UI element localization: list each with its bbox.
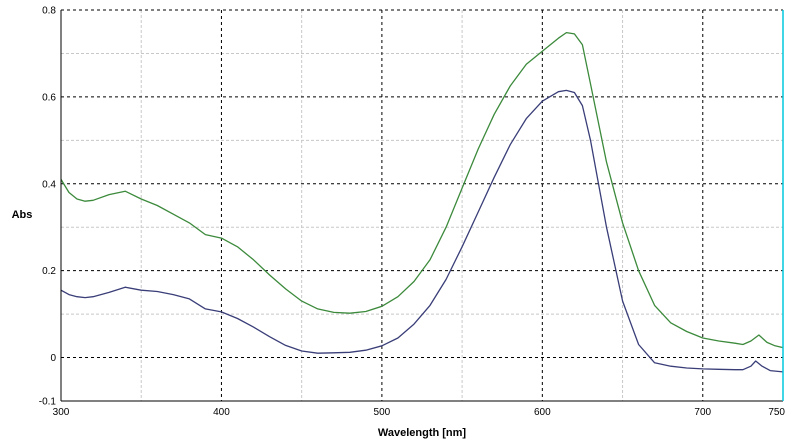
major-grid — [61, 10, 783, 401]
x-tick-label: 400 — [213, 407, 230, 418]
y-tick-label: 0.8 — [42, 6, 56, 17]
plot-frame — [60, 9, 784, 402]
series-line-1 — [60, 31, 784, 349]
x-tick-labels: 300 400 500 600 700 750 — [53, 407, 786, 418]
minor-grid — [61, 10, 783, 401]
y-tick-label: 0.6 — [42, 92, 56, 103]
x-tick-label: 500 — [374, 407, 391, 418]
x-tick-label: 300 — [53, 407, 70, 418]
y-tick-labels: -0.1 0 0.2 0.4 0.6 0.8 — [39, 6, 57, 408]
y-tick-label: 0.4 — [42, 179, 56, 190]
x-axis-label: Wavelength [nm] — [378, 427, 467, 439]
y-tick-label: 0.2 — [42, 266, 56, 277]
y-axis-label: Abs — [12, 209, 33, 221]
x-tick-label: 750 — [768, 407, 785, 418]
series-layer — [60, 31, 784, 373]
y-tick-label: -0.1 — [39, 397, 57, 408]
x-tick-label: 600 — [534, 407, 551, 418]
x-tick-label: 700 — [694, 407, 711, 418]
y-tick-label: 0 — [50, 353, 56, 364]
series-line-2 — [60, 89, 784, 373]
